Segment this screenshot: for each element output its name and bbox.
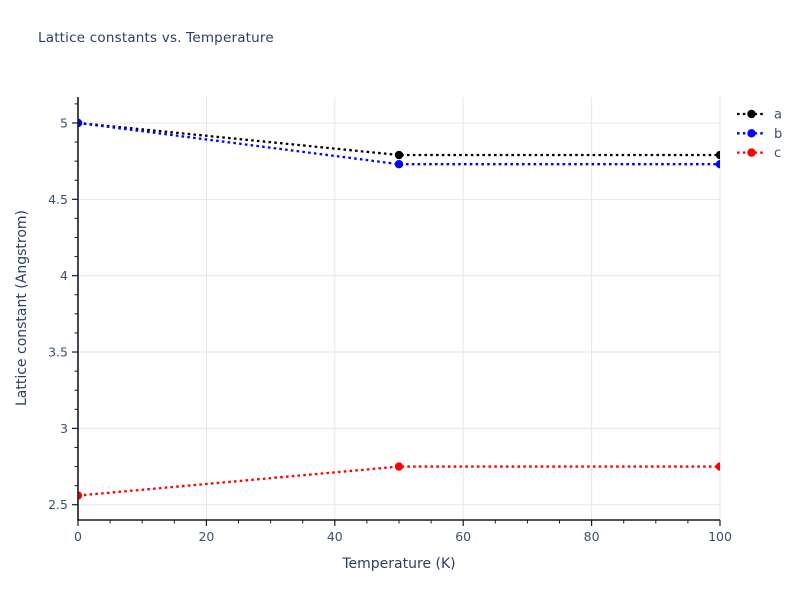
y-tick-label: 5 [60, 115, 68, 130]
legend-item-c[interactable]: c [737, 146, 781, 161]
x-tick-label: 80 [584, 529, 600, 544]
y-axis-label: Lattice constant (Angstrom) [14, 209, 30, 407]
data-point-b [394, 159, 404, 169]
series-group [78, 118, 720, 500]
legend-marker-b [747, 129, 756, 138]
legend-label-b: b [774, 127, 782, 142]
legend-item-a[interactable]: a [737, 108, 782, 123]
data-point-c [715, 462, 720, 471]
legend: abc [737, 108, 782, 161]
grid-lines [78, 97, 721, 520]
x-tick-label: 20 [198, 529, 214, 544]
x-tick-label: 60 [455, 529, 471, 544]
y-tick-label: 3 [60, 421, 68, 436]
y-tick-label: 2.5 [48, 497, 68, 512]
legend-marker-a [747, 109, 756, 119]
tick-labels: 0 20 40 60 80 100 2.5 3 3.5 4 4.5 5 [48, 115, 732, 544]
data-point-c [394, 462, 404, 471]
chart-title: Lattice constants vs. Temperature [38, 30, 274, 46]
legend-marker-c [747, 148, 756, 157]
y-tick-label: 4.5 [48, 192, 68, 207]
x-tick-label: 100 [708, 529, 732, 544]
tick-marks [72, 103, 721, 526]
y-tick-label: 3.5 [48, 345, 68, 360]
x-tick-label: 0 [74, 529, 82, 544]
data-point-a [394, 150, 404, 160]
y-tick-label: 4 [60, 268, 68, 283]
data-point-b [715, 159, 720, 169]
x-axis-label: Temperature (K) [342, 556, 456, 572]
series-line-c [78, 462, 720, 500]
legend-item-b[interactable]: b [737, 127, 782, 142]
series-line-a [78, 118, 720, 160]
data-point-b [78, 118, 83, 128]
data-point-c [78, 491, 83, 500]
data-point-a [715, 150, 720, 160]
legend-label-c: c [774, 146, 781, 161]
x-tick-label: 40 [327, 529, 343, 544]
legend-label-a: a [774, 108, 782, 123]
series-line-b [78, 118, 720, 169]
